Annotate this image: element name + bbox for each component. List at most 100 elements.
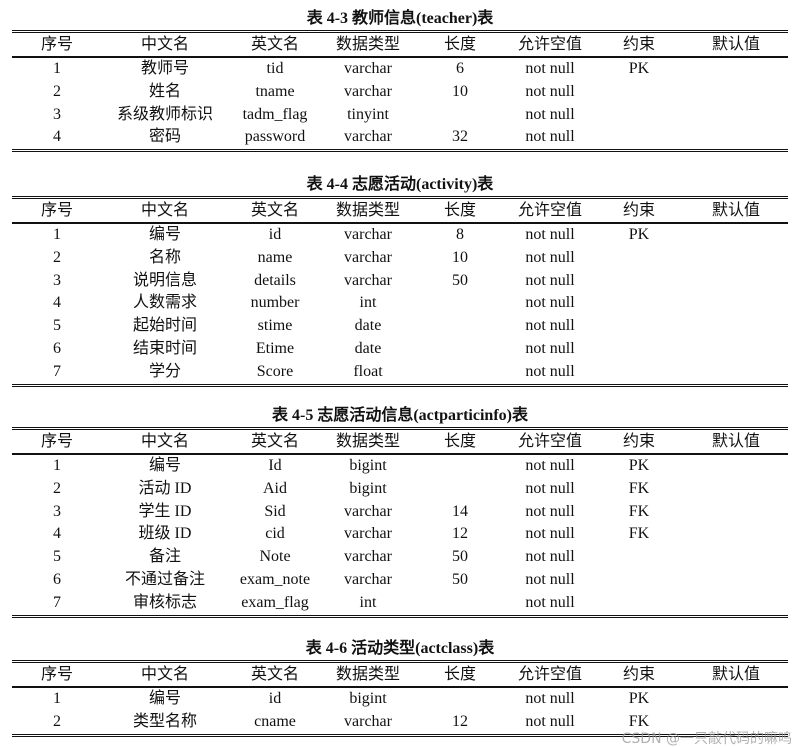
table-cell: Score: [256, 362, 294, 380]
table-cell: varchar: [344, 525, 392, 543]
table-cell: name: [257, 248, 293, 266]
table-row: 1 编号 id varchar 8 not null PK: [12, 223, 788, 247]
table-cell: not null: [525, 248, 575, 266]
table-cell: not null: [525, 690, 575, 707]
table-row: 4 密码 password varchar 32 not null: [12, 126, 788, 151]
table-cell: PK: [628, 690, 650, 707]
table-cell: bigint: [349, 457, 387, 474]
table-cell: varchar: [344, 502, 392, 520]
column-header: 长度: [443, 202, 476, 219]
column-header: 允许空值: [517, 202, 582, 219]
table-row: 2 类型名称 cname varchar 12 not null FK: [12, 711, 788, 736]
column-header: 允许空值: [517, 36, 582, 53]
table-cell: 14: [452, 502, 468, 520]
table-cell: [594, 338, 684, 361]
table-cell: [684, 57, 788, 81]
table-cell: [594, 292, 684, 315]
table-cell: 班级 ID: [138, 525, 192, 543]
table-cell: varchar: [344, 82, 392, 100]
table-cell: 7: [53, 593, 61, 611]
table-cell: 1: [53, 690, 61, 707]
table-cell: 3: [53, 271, 61, 289]
table-cell: exam_flag: [241, 593, 309, 611]
schema-table: 序号 中文名 英文名 数据类型 长度 允许空值 约束 默认值 1 编号 Id bigint not nu…: [12, 427, 788, 618]
table-block: 表 4-3 教师信息(teacher)表 序号 中文名 英文名 数据类型 长度 允许空值 约束…: [12, 8, 788, 152]
table-row: 2 活动 ID Aid bigint not null FK: [12, 478, 788, 501]
column-header: 数据类型: [335, 433, 400, 450]
table-cell: not null: [525, 457, 575, 474]
table-cell: [594, 81, 684, 104]
table-cell: 3: [53, 502, 61, 520]
table-cell: 起始时间: [132, 317, 197, 335]
column-header: 英文名: [250, 666, 299, 683]
table-cell: 备注: [148, 548, 181, 566]
table-row: 7 学分 Score float not null: [12, 361, 788, 386]
table-cell: 教师号: [140, 60, 189, 77]
column-header: 约束: [622, 202, 655, 219]
table-cell: [684, 338, 788, 361]
table-cell: int: [359, 593, 377, 611]
table-cell: [414, 361, 506, 385]
table-cell: [594, 569, 684, 592]
table-cell: [684, 104, 788, 127]
column-header: 中文名: [140, 433, 189, 450]
table-cell: not null: [525, 712, 575, 730]
column-header: 默认值: [711, 202, 760, 219]
table-cell: 说明信息: [132, 271, 197, 289]
table-cell: not null: [525, 525, 575, 543]
column-header: 默认值: [711, 433, 760, 450]
table-cell: [684, 454, 788, 478]
column-header: 默认值: [711, 36, 760, 53]
table-cell: bigint: [349, 690, 387, 707]
table-cell: not null: [525, 105, 575, 123]
column-header: 序号: [40, 36, 73, 53]
table-cell: Note: [259, 548, 291, 566]
table-cell: not null: [525, 570, 575, 588]
column-header: 英文名: [250, 202, 299, 219]
table-row: 7 审核标志 exam_flag int not null: [12, 592, 788, 617]
table-cell: 8: [456, 226, 464, 243]
column-header: 英文名: [250, 36, 299, 53]
table-cell: 4: [53, 294, 61, 312]
table-cell: 不通过备注: [124, 570, 205, 588]
table-row: 3 学生 ID Sid varchar 14 not null FK: [12, 501, 788, 524]
table-cell: 学分: [148, 362, 181, 380]
table-cell: 2: [53, 479, 61, 497]
table-cell: float: [353, 362, 383, 380]
table-cell: 50: [452, 570, 468, 588]
table-row: 6 不通过备注 exam_note varchar 50 not null: [12, 569, 788, 592]
table-cell: 5: [53, 317, 61, 335]
table-cell: [594, 592, 684, 616]
table-block: 表 4-6 活动类型(actclass)表 序号 中文名 英文名 数据类型 长度 允许空值 约…: [12, 638, 788, 737]
table-cell: not null: [525, 294, 575, 312]
table-cell: 7: [53, 362, 61, 380]
table-cell: [684, 270, 788, 293]
column-header: 约束: [622, 433, 655, 450]
table-cell: varchar: [344, 271, 392, 289]
table-row: 1 教师号 tid varchar 6 not null PK: [12, 57, 788, 81]
table-cell: not null: [525, 271, 575, 289]
table-cell: not null: [525, 593, 575, 611]
table-cell: 1: [53, 457, 61, 474]
table-cell: number: [250, 294, 300, 312]
table-cell: not null: [525, 479, 575, 497]
table-cell: not null: [525, 317, 575, 335]
table-cell: [684, 315, 788, 338]
table-cell: [594, 546, 684, 569]
table-cell: cname: [254, 712, 296, 730]
table-cell: FK: [628, 525, 650, 543]
table-cell: varchar: [344, 60, 392, 77]
table-cell: cid: [265, 525, 285, 543]
column-header: 长度: [443, 36, 476, 53]
table-cell: 4: [53, 525, 61, 543]
table-cell: FK: [628, 712, 650, 730]
table-cell: [684, 223, 788, 247]
table-block: 表 4-4 志愿活动(activity)表 序号 中文名 英文名 数据类型 长度 允许空值 约…: [12, 174, 788, 387]
table-row: 6 结束时间 Etime date not null: [12, 338, 788, 361]
table-cell: 6: [53, 570, 61, 588]
table-cell: [684, 687, 788, 711]
table-cell: [684, 592, 788, 616]
column-header: 长度: [443, 433, 476, 450]
table-cell: 审核标志: [132, 593, 197, 611]
table-cell: stime: [257, 317, 293, 335]
